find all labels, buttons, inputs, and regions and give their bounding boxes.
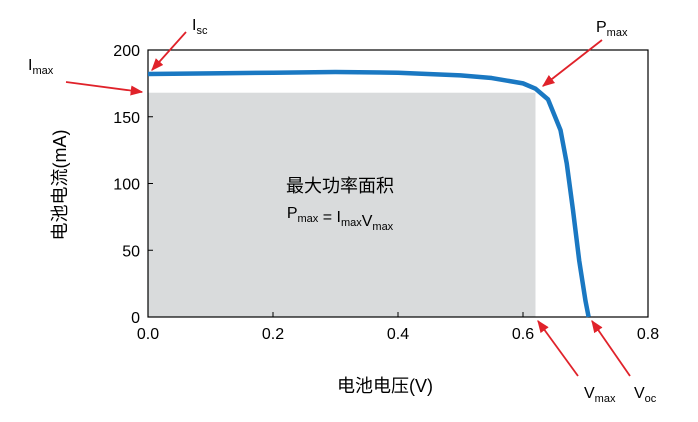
annotation: Voc <box>634 385 657 405</box>
annotation-sub: max <box>32 65 53 77</box>
formula-sub: max <box>372 221 393 233</box>
y-tick-label: 200 <box>113 43 140 60</box>
region-label: 最大功率面积 <box>286 176 394 196</box>
x-axis-label: 电池电压(V) <box>337 376 433 396</box>
annotation: Pmax <box>596 19 628 39</box>
y-tick-label: 150 <box>113 110 140 127</box>
formula-text: = I <box>318 209 341 226</box>
annotation-arrow <box>65 81 144 96</box>
annotation-text: V <box>584 385 595 402</box>
annotation-text: I <box>28 57 32 74</box>
formula-sub: max <box>297 213 318 225</box>
annotation: Imax <box>28 57 54 77</box>
annotation-sub: max <box>595 393 616 405</box>
annotation-text: P <box>596 19 607 36</box>
x-tick-label: 0.0 <box>137 326 159 343</box>
annotation: Isc <box>192 17 208 37</box>
x-tick-label: 0.4 <box>387 326 409 343</box>
annotation-text: V <box>634 385 645 402</box>
max-power-area <box>148 92 536 317</box>
annotation: Vmax <box>584 385 616 405</box>
formula-sub: max <box>341 217 362 229</box>
iv-curve <box>147 69 591 318</box>
y-tick-label: 50 <box>122 243 140 260</box>
annotation-sub: oc <box>645 393 657 405</box>
x-tick-label: 0.2 <box>262 326 284 343</box>
annotation-sub: sc <box>196 25 208 37</box>
annotation-sub: max <box>607 27 628 39</box>
formula-text: P <box>287 205 298 222</box>
formula: Pmax = ImaxVmax <box>287 205 394 233</box>
annotation-arrow <box>537 319 579 377</box>
y-axis-label: 电池电流(mA) <box>50 130 70 241</box>
y-tick-label: 100 <box>113 177 140 194</box>
annotation-arrow <box>151 31 187 71</box>
annotation-text: I <box>192 17 196 34</box>
x-tick-label: 0.6 <box>512 326 534 343</box>
x-tick-label: 0.8 <box>637 326 659 343</box>
formula-text: V <box>362 213 373 230</box>
annotation-arrow <box>542 39 603 87</box>
annotation-arrow <box>591 319 631 377</box>
y-tick-label: 0 <box>131 310 140 327</box>
